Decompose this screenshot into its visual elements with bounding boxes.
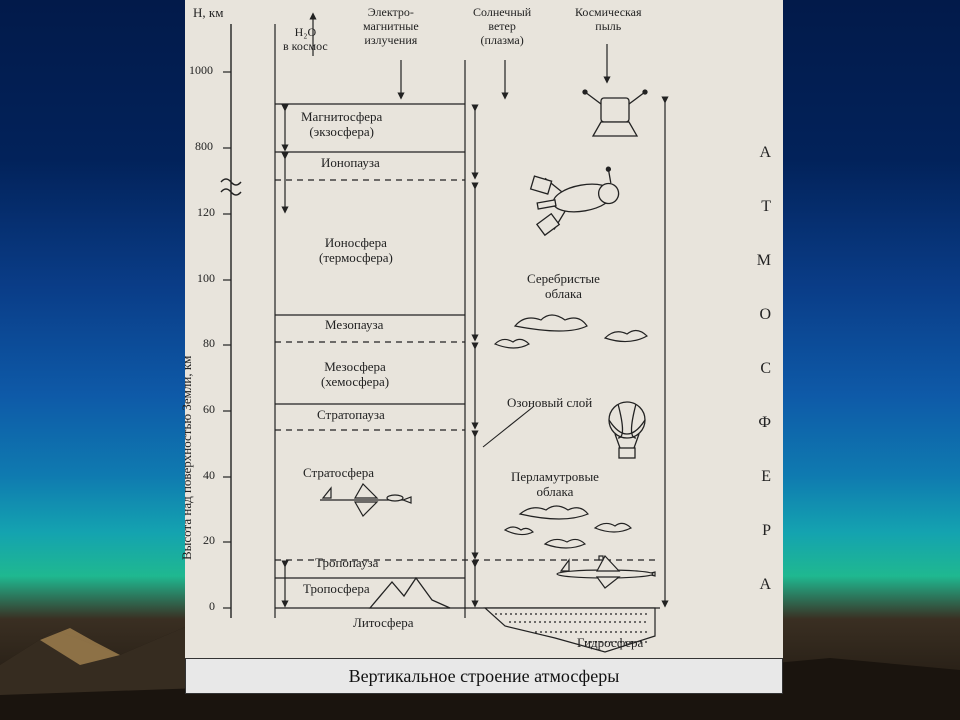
layer-mesopause: Мезопауза xyxy=(325,318,383,333)
label-ozone: Озоновый слой xyxy=(507,396,592,411)
atmo-letter-7: Р xyxy=(762,522,771,540)
jet-icon xyxy=(320,484,411,516)
atmo-letter-6: Е xyxy=(761,468,771,486)
layer-ionopause: Ионопауза xyxy=(321,156,380,171)
layer-ionosphere: Ионосфера(термосфера) xyxy=(319,236,393,266)
caption-bar: Вертикальное строение атмосферы xyxy=(185,658,783,694)
balloon-icon xyxy=(609,402,645,458)
atmo-letter-4: С xyxy=(760,360,771,378)
atmo-letter-8: А xyxy=(759,576,771,594)
tick-80: 80 xyxy=(203,337,215,351)
layer-mesosphere: Мезосфера(хемосфера) xyxy=(321,360,389,390)
layer-magnetosphere: Магнитосфера(экзосфера) xyxy=(301,110,382,140)
atmo-letter-0: А xyxy=(759,144,771,162)
tick-120: 120 xyxy=(197,206,215,220)
layer-stratosphere: Стратосфера xyxy=(303,466,374,481)
tick-1000: 1000 xyxy=(189,64,213,78)
label-hydrosphere: Гидросфера xyxy=(577,636,643,651)
tick-20: 20 xyxy=(203,534,215,548)
label-pearl-clouds: Перламутровыеоблака xyxy=(511,470,599,500)
label-silver-clouds: Серебристыеоблака xyxy=(527,272,600,302)
layer-lithosphere: Литосфера xyxy=(353,616,414,631)
silver-clouds-icon xyxy=(495,315,647,348)
caption-text: Вертикальное строение атмосферы xyxy=(349,666,620,687)
diagram-container: H, км Высота над поверхностью Земли, км … xyxy=(185,0,783,658)
layer-troposphere: Тропосфера xyxy=(303,582,370,597)
pearl-clouds-icon xyxy=(505,506,631,548)
diagram-svg xyxy=(185,0,783,658)
tick-800: 800 xyxy=(195,140,213,154)
tick-40: 40 xyxy=(203,469,215,483)
tick-100: 100 xyxy=(197,272,215,286)
satellite-icon xyxy=(583,90,647,136)
atmo-letter-3: О xyxy=(759,306,771,324)
airliner-icon xyxy=(557,556,655,588)
tick-60: 60 xyxy=(203,403,215,417)
atmosphere-diagram: H, км Высота над поверхностью Земли, км … xyxy=(185,0,783,658)
tick-0: 0 xyxy=(209,600,215,614)
space-station-icon xyxy=(529,162,624,236)
mountain-icon xyxy=(370,578,450,608)
layer-stratopause: Стратопауза xyxy=(317,408,385,423)
atmo-letter-2: М xyxy=(757,252,771,270)
atmo-letter-5: Ф xyxy=(758,414,771,432)
atmo-letter-1: Т xyxy=(761,198,771,216)
layer-tropopause: Тропопауза xyxy=(315,556,378,571)
